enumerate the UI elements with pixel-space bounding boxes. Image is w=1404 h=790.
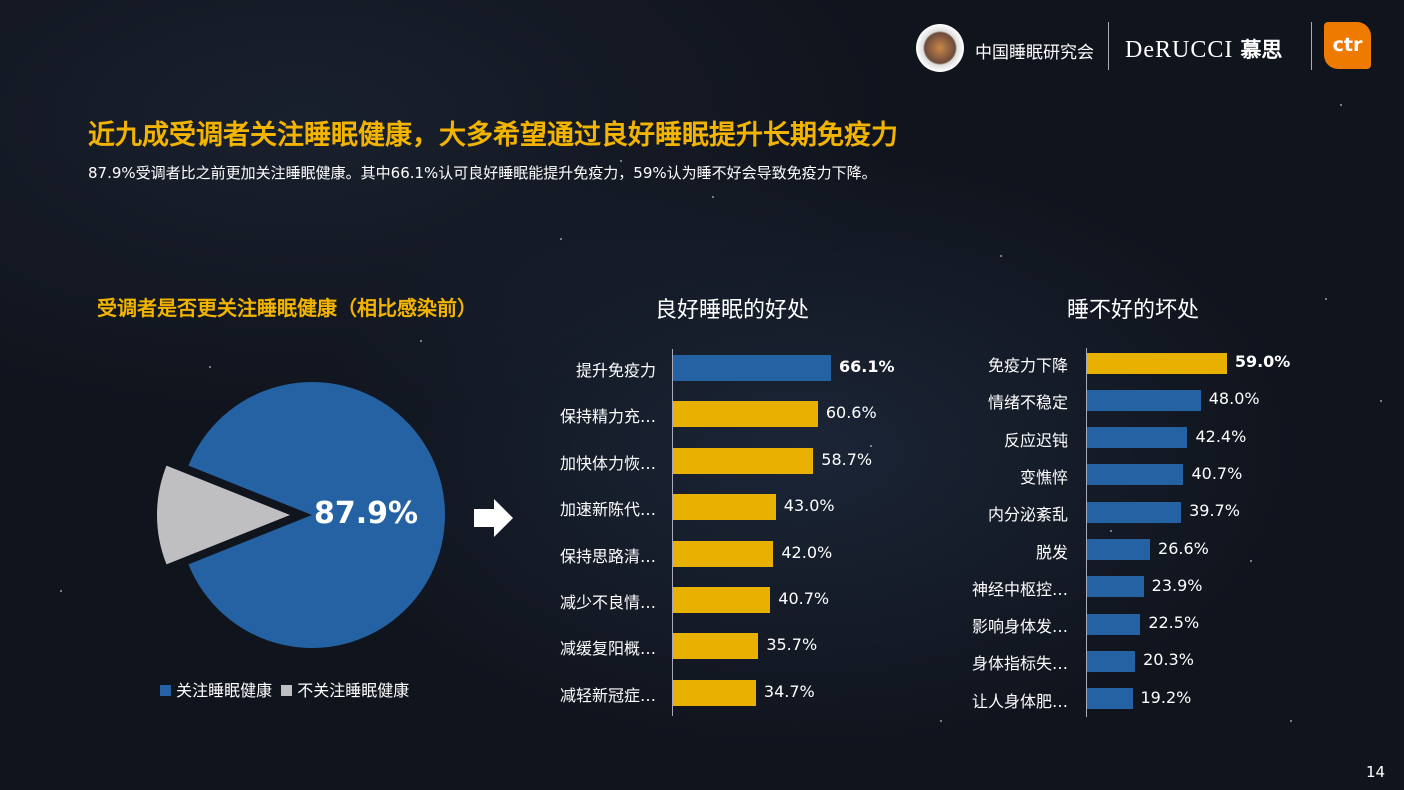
star (1340, 104, 1342, 106)
bar-axis (1086, 348, 1087, 718)
star (1110, 530, 1112, 532)
pie-data-label: 87.9% (314, 496, 419, 531)
harms-chart-title: 睡不好的坏处 (1067, 298, 1200, 323)
bar-value-label: 42.0% (781, 542, 833, 562)
page-subtitle: 87.9%受调者比之前更加关注睡眠健康。其中66.1%认可良好睡眠能提升免疫力，… (88, 164, 877, 182)
bar-category-label: 变憔悴 (1019, 467, 1068, 487)
bar (673, 679, 756, 706)
bar-value-label: 34.7% (763, 681, 815, 701)
bar (1087, 464, 1184, 486)
bar-category-label: 反应迟钝 (1003, 430, 1068, 450)
bar (1087, 613, 1141, 635)
bar (673, 401, 818, 428)
ctr-logo: ctr (1324, 22, 1371, 69)
bar-category-label: 脱发 (1035, 542, 1068, 562)
star (712, 196, 714, 198)
org1-name: 中国睡眠研究会 (975, 43, 1094, 63)
bar (1087, 389, 1201, 411)
bar (1087, 501, 1182, 523)
page-title: 近九成受调者关注睡眠健康，大多希望通过良好睡眠提升长期免疫力 (88, 120, 898, 151)
derucci-cn: 慕思 (1240, 38, 1283, 62)
bar-category-label: 减缓复阳概… (559, 639, 656, 659)
bar-category-label: 提升免疫力 (575, 361, 656, 380)
derucci-logo: DeRUCCI 慕思 (1125, 34, 1282, 64)
bar-value-label: 48.0% (1208, 389, 1260, 409)
legend-label-concerned: 关注睡眠健康 (176, 681, 273, 700)
bar-value-label: 19.2% (1140, 687, 1192, 707)
bar-value-label: 20.3% (1143, 650, 1194, 670)
bar (673, 587, 771, 613)
bar-category-label: 身体指标失… (971, 654, 1068, 674)
bar (1087, 427, 1188, 449)
star (209, 366, 211, 368)
bar-value-label: 43.0% (783, 496, 835, 516)
bar-category-label: 免疫力下降 (987, 356, 1068, 375)
bar-value-label: 39.7% (1189, 501, 1240, 521)
bar (673, 355, 831, 381)
bar-value-label: 40.7% (778, 589, 830, 608)
bar-category-label: 加快体力恢… (559, 453, 656, 473)
page-number: 14 (1366, 763, 1386, 781)
derucci-latin: DeRUCCI (1125, 37, 1234, 63)
bar-value-label: 23.9% (1151, 575, 1203, 595)
bar-value-label: 59.0% (1234, 352, 1291, 371)
pie-slice-concerned (188, 382, 446, 648)
bar (673, 633, 759, 660)
star (870, 445, 872, 447)
bar-value-label: 58.7% (821, 449, 873, 469)
bar-category-label: 神经中枢控… (971, 579, 1068, 599)
bar-category-label: 减少不良情… (559, 593, 656, 612)
legend-label-not-concerned: 不关注睡眠健康 (297, 681, 410, 700)
legend-swatch-gray (281, 685, 293, 696)
bar (1087, 539, 1151, 560)
star (1000, 255, 1002, 257)
divider (1311, 22, 1312, 70)
pie-legend: 关注睡眠健康 不关注睡眠健康 (160, 677, 409, 701)
bar-category-label: 让人身体肥… (971, 691, 1068, 711)
star (560, 238, 562, 240)
star (940, 720, 942, 722)
bar-value-label: 66.1% (838, 357, 895, 376)
star (1325, 298, 1327, 300)
star (1290, 720, 1292, 722)
pie-chart-title: 受调者是否更关注睡眠健康（相比感染前） (97, 296, 477, 320)
bar-category-label: 内分泌紊乱 (987, 505, 1068, 525)
bar-value-label: 42.4% (1195, 426, 1247, 446)
bar-category-label: 保持思路清… (559, 546, 656, 566)
star (1250, 560, 1252, 562)
bar-category-label: 影响身体发… (971, 617, 1068, 637)
bar-value-label: 60.6% (825, 403, 877, 423)
bar (1087, 688, 1133, 710)
star (1380, 400, 1382, 402)
bar-value-label: 40.7% (1191, 463, 1243, 483)
bar (673, 494, 776, 521)
bar-value-label: 26.6% (1158, 538, 1209, 558)
pie-chart (157, 382, 446, 648)
bar (1087, 650, 1136, 672)
bar-value-label: 22.5% (1148, 613, 1200, 633)
benefits-chart-title: 良好睡眠的好处 (655, 298, 810, 323)
star (420, 340, 422, 342)
bar (673, 447, 814, 474)
star (60, 590, 62, 592)
star (620, 160, 622, 162)
bar-category-label: 加速新陈代… (559, 500, 656, 520)
pie-slice-not-concerned (157, 465, 290, 565)
bar (1087, 576, 1144, 598)
bar-category-label: 保持精力充… (559, 407, 656, 427)
bar-axis (672, 348, 673, 716)
legend-swatch-blue (160, 685, 171, 696)
bar (673, 540, 774, 567)
bar (1087, 352, 1227, 374)
arrow-right-icon (474, 499, 513, 537)
bar-category-label: 减轻新冠症… (559, 685, 656, 705)
bar-value-label: 35.7% (766, 635, 818, 655)
sleep-research-society-logo (916, 24, 964, 72)
bar-category-label: 情绪不稳定 (987, 393, 1068, 413)
divider (1108, 22, 1109, 70)
